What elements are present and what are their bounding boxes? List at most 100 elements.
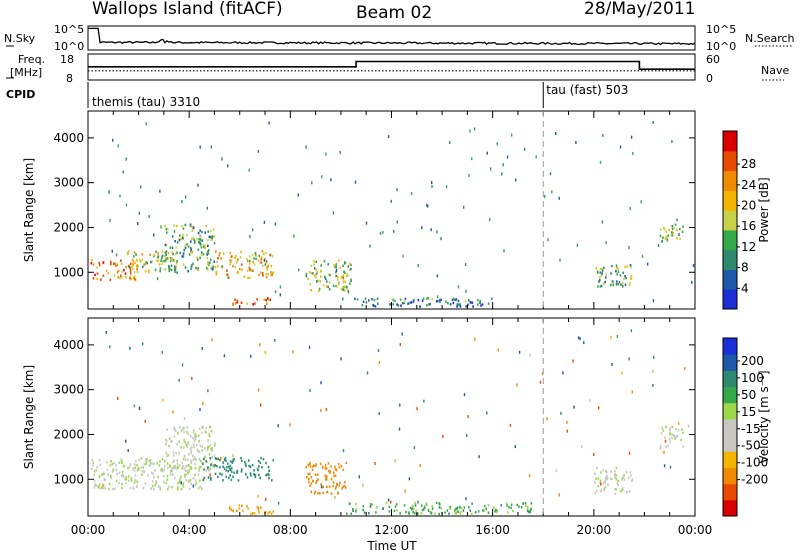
echo-cell [137, 466, 140, 470]
colorbar-segment [723, 210, 737, 231]
echo-cell [157, 475, 159, 479]
echo-cell [339, 150, 341, 154]
echo-cell [151, 484, 154, 488]
echo-cell [164, 251, 167, 254]
sky-noise-panel: N.Sky 10^5 10^0 10^5 10^0 N.Search [4, 23, 795, 53]
echo-cell [232, 454, 234, 458]
echo-cell [190, 250, 192, 253]
echo-cell [307, 480, 310, 484]
echo-cell [385, 501, 388, 505]
echo-cell [664, 439, 667, 443]
echo-cell [184, 469, 187, 473]
echo-cell [413, 446, 416, 450]
echo-cell [257, 507, 259, 510]
echo-cell [145, 122, 147, 126]
frequency-panel: Freq. [MHz] 18 8 60 0 Nave [6, 53, 789, 85]
echo-cell [617, 270, 620, 273]
echo-cell [316, 271, 318, 274]
echo-cell [186, 233, 188, 237]
echo-cell [607, 483, 609, 486]
echo-cell [229, 460, 232, 463]
echo-cell [136, 270, 139, 274]
echo-cell [182, 482, 185, 485]
echo-cell [189, 479, 192, 482]
echo-cell [522, 502, 524, 505]
freq-unit-label: [MHz] [10, 66, 42, 79]
echo-cell [600, 490, 602, 493]
echo-cell [138, 211, 140, 215]
echo-cell [121, 470, 124, 474]
echo-cell [581, 445, 583, 448]
echo-cell [93, 473, 95, 477]
colorbar-tick-label: -200 [741, 473, 768, 487]
echo-cell [262, 253, 265, 256]
echo-cell [253, 512, 256, 515]
colorbar-tick-label: 100 [741, 371, 764, 385]
colorbar-segment [723, 418, 737, 436]
echo-cell [92, 263, 95, 266]
echo-cell [426, 203, 428, 207]
echo-cell [674, 437, 676, 440]
echo-cell [241, 468, 243, 471]
echo-cell [234, 265, 237, 269]
echo-cell [95, 484, 97, 487]
echo-cell [431, 181, 433, 185]
echo-cell [140, 185, 142, 189]
echo-cell [314, 473, 317, 476]
echo-cell [390, 500, 392, 504]
echo-cell [123, 268, 125, 272]
echo-cell [120, 460, 123, 463]
echo-cell [459, 512, 462, 515]
echo-cell [342, 297, 344, 301]
echo-cell [405, 510, 407, 514]
echo-cell [147, 271, 150, 274]
echo-cell [486, 151, 488, 155]
colorbar-segment [723, 370, 737, 388]
echo-cell [125, 265, 127, 269]
echo-cell [96, 465, 98, 469]
echo-cell [337, 491, 339, 494]
echo-cell [184, 223, 187, 227]
echo-cell [122, 474, 124, 478]
echo-cell [180, 446, 182, 449]
echo-cell [247, 507, 249, 510]
echo-cell [373, 304, 375, 307]
echo-cell [190, 467, 193, 470]
echo-cell [429, 511, 432, 514]
echo-cell [319, 492, 321, 495]
echo-cell [166, 478, 169, 481]
echo-cell [164, 243, 167, 247]
echo-cell [615, 264, 618, 267]
echo-cell [192, 429, 195, 432]
echo-cell [109, 464, 112, 467]
echo-cell [108, 482, 111, 486]
freq-label: Freq. [18, 53, 45, 66]
echo-cell [180, 429, 182, 432]
echo-cell [324, 463, 327, 467]
echo-cell [246, 505, 248, 508]
echo-cell [164, 224, 167, 228]
colorbar-tick-label: 16 [741, 219, 756, 233]
echo-cell [594, 492, 596, 495]
echo-cell [615, 280, 618, 283]
echo-cell [342, 468, 344, 471]
echo-cell [196, 256, 198, 260]
echo-cell [615, 474, 618, 477]
echo-cell [594, 472, 596, 476]
echo-cell [471, 512, 473, 516]
beam-title: Beam 02 [356, 3, 432, 23]
echo-cell [242, 509, 244, 513]
echo-cell [316, 280, 318, 283]
echo-cell [332, 211, 335, 215]
echo-cell [121, 461, 123, 465]
power-colorbar-label: Power [dB] [757, 177, 771, 242]
echo-cell [330, 492, 333, 495]
nave-label: Nave [761, 64, 789, 77]
echo-cell [153, 233, 155, 237]
echo-cell [166, 257, 169, 260]
echo-cell [652, 121, 654, 124]
echo-cell [217, 257, 219, 260]
echo-cell [601, 268, 604, 271]
echo-cell [219, 458, 221, 462]
echo-cell [164, 268, 167, 271]
